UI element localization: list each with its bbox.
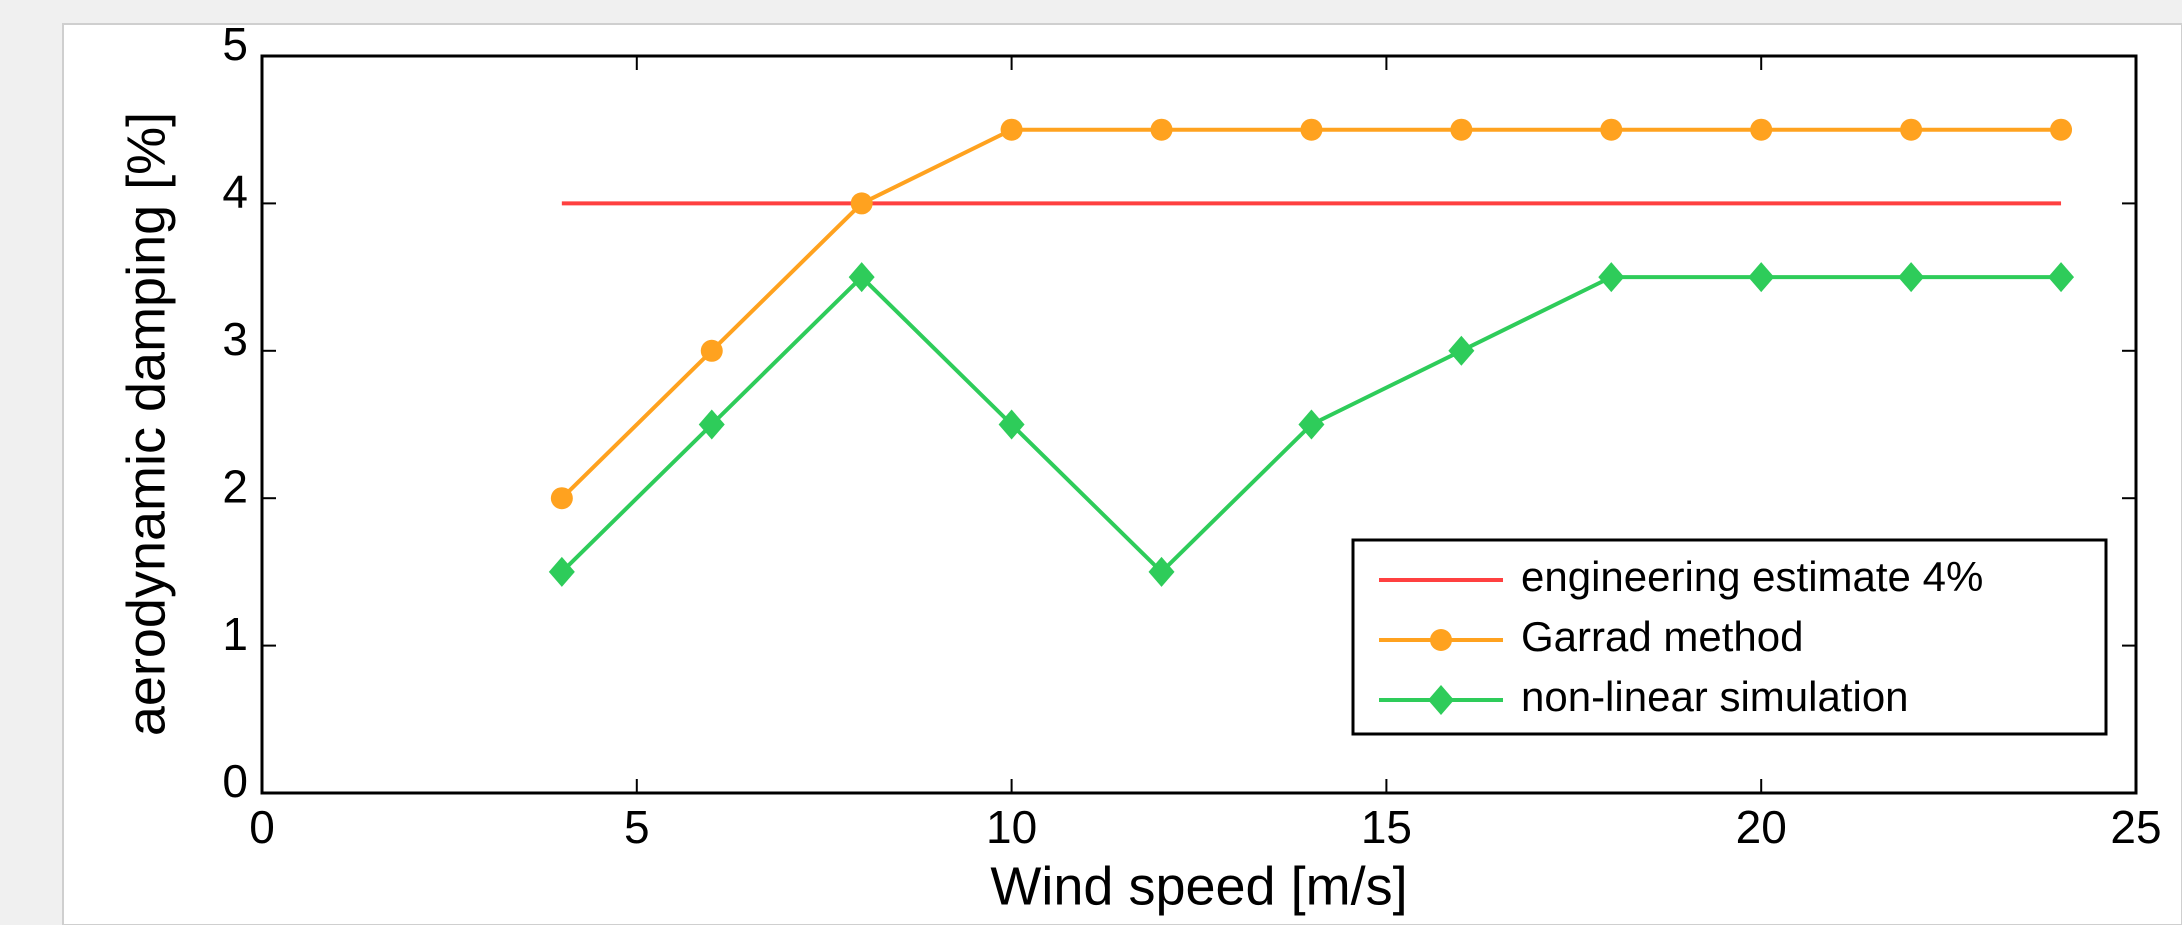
legend-marker — [1430, 629, 1452, 651]
point — [850, 192, 873, 215]
panel — [62, 23, 2182, 925]
point — [1600, 118, 1623, 141]
legend: engineering estimate 4% Garrad method non-… — [1351, 538, 2108, 736]
x-tick-label: 25 — [2110, 801, 2161, 853]
legend-label: non-linear simulation — [1521, 673, 1909, 720]
point — [550, 487, 573, 510]
point — [1148, 556, 1175, 587]
legend-label: Garrad method — [1521, 613, 1803, 660]
point — [1150, 118, 1173, 141]
point — [1448, 335, 1475, 366]
y-tick-label: 4 — [222, 166, 248, 218]
point — [548, 556, 575, 587]
x-axis-label: Wind speed [m/s] — [990, 856, 1407, 916]
x-tick-label: 5 — [624, 801, 650, 853]
x-tick-label: 20 — [1736, 801, 1787, 853]
point — [1450, 118, 1473, 141]
y-tick-label: 3 — [222, 313, 248, 365]
legend-label: engineering estimate 4% — [1521, 553, 1983, 600]
legend-marker — [1428, 685, 1454, 715]
x-tick-label: 0 — [249, 801, 275, 853]
point — [2050, 118, 2073, 141]
point — [1300, 118, 1323, 141]
point — [698, 409, 725, 440]
point — [1748, 262, 1775, 293]
point — [1750, 118, 1773, 141]
point — [1900, 118, 1923, 141]
point — [1598, 262, 1625, 293]
x-tick-label: 10 — [986, 801, 1037, 853]
point — [700, 339, 723, 362]
point — [1298, 409, 1325, 440]
y-tick-label: 0 — [222, 755, 248, 807]
y-tick-label: 2 — [222, 460, 248, 512]
y-tick-label: 1 — [222, 608, 248, 660]
point — [1000, 118, 1023, 141]
point — [998, 409, 1025, 440]
y-axis-label: aerodynamic damping [%] — [116, 112, 176, 736]
y-tick-label: 5 — [222, 18, 248, 70]
plot-frame — [260, 54, 2138, 795]
point — [2048, 262, 2075, 293]
point — [1898, 262, 1925, 293]
x-tick-label: 15 — [1361, 801, 1412, 853]
point — [848, 262, 875, 293]
